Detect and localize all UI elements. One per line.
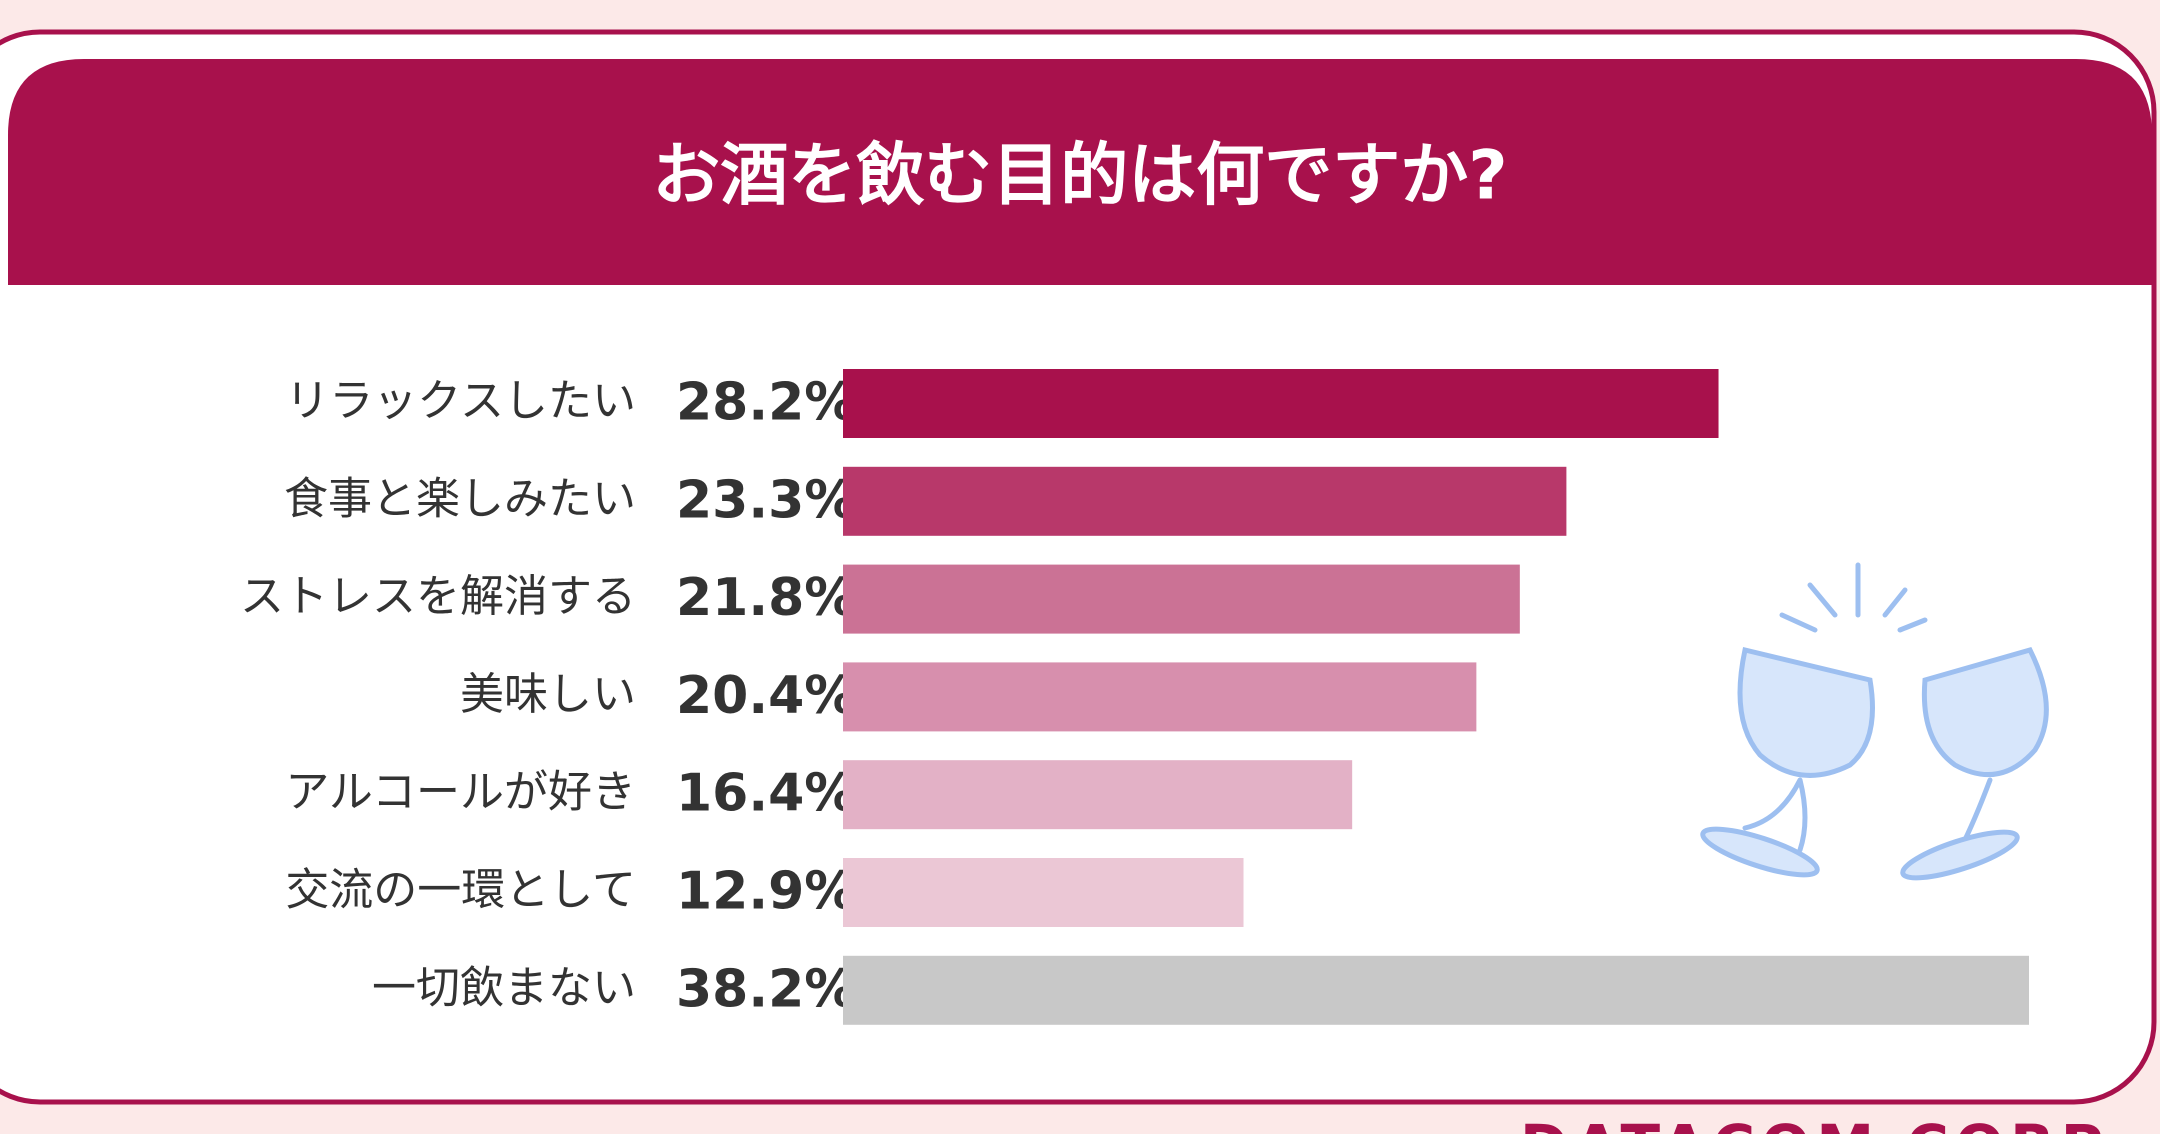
- category-label: アルコールが好き: [285, 767, 636, 818]
- bar: [843, 858, 1244, 927]
- bar: [843, 369, 1719, 438]
- value-label: 28.2%: [676, 373, 856, 433]
- chart-title: お酒を飲む目的は何ですか?: [652, 137, 1507, 216]
- bar: [843, 955, 2029, 1025]
- category-label: 交流の一環として: [285, 865, 636, 916]
- category-label: 一切飲まない: [372, 962, 636, 1013]
- header-band: [8, 59, 2152, 285]
- value-label: 12.9%: [676, 862, 856, 922]
- category-label: リラックスしたい: [285, 376, 636, 427]
- source: DATACOM CORP: [1520, 1112, 2109, 1134]
- value-label: 38.2%: [676, 959, 856, 1019]
- bar: [843, 564, 1520, 634]
- bar: [843, 760, 1353, 830]
- glasses-illustration: [1700, 562, 2049, 881]
- bar: [843, 662, 1477, 732]
- category-label: 美味しい: [460, 669, 636, 720]
- value-label: 23.3%: [676, 470, 856, 530]
- value-label: 16.4%: [676, 764, 856, 824]
- category-label: ストレスを解消する: [240, 571, 636, 622]
- value-label: 20.4%: [676, 666, 856, 726]
- category-label: 食事と楽しみたい: [284, 473, 636, 524]
- bar: [843, 466, 1567, 536]
- value-label: 21.8%: [676, 568, 856, 628]
